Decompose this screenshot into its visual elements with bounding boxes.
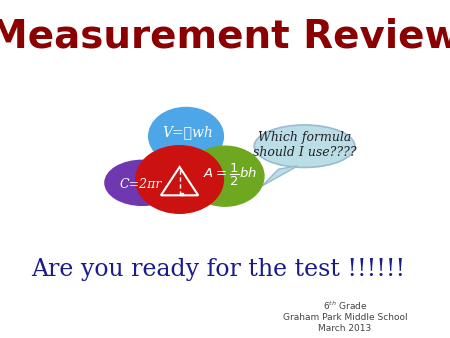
Text: 6$^{th}$ Grade
Graham Park Middle School
March 2013: 6$^{th}$ Grade Graham Park Middle School… [283, 299, 407, 333]
Ellipse shape [254, 125, 355, 167]
Text: Measurement Review: Measurement Review [0, 17, 450, 55]
Text: Are you ready for the test !!!!!!: Are you ready for the test !!!!!! [32, 258, 405, 281]
Ellipse shape [105, 160, 180, 206]
Ellipse shape [186, 146, 264, 206]
Polygon shape [262, 166, 298, 186]
Text: Which formula
should I use????: Which formula should I use???? [253, 130, 356, 159]
Text: C=2πr: C=2πr [119, 178, 162, 191]
Text: $A=\dfrac{1}{2}bh$: $A=\dfrac{1}{2}bh$ [203, 162, 257, 188]
Ellipse shape [148, 107, 223, 165]
Text: V=ℓwh: V=ℓwh [162, 125, 213, 139]
Ellipse shape [136, 146, 223, 213]
